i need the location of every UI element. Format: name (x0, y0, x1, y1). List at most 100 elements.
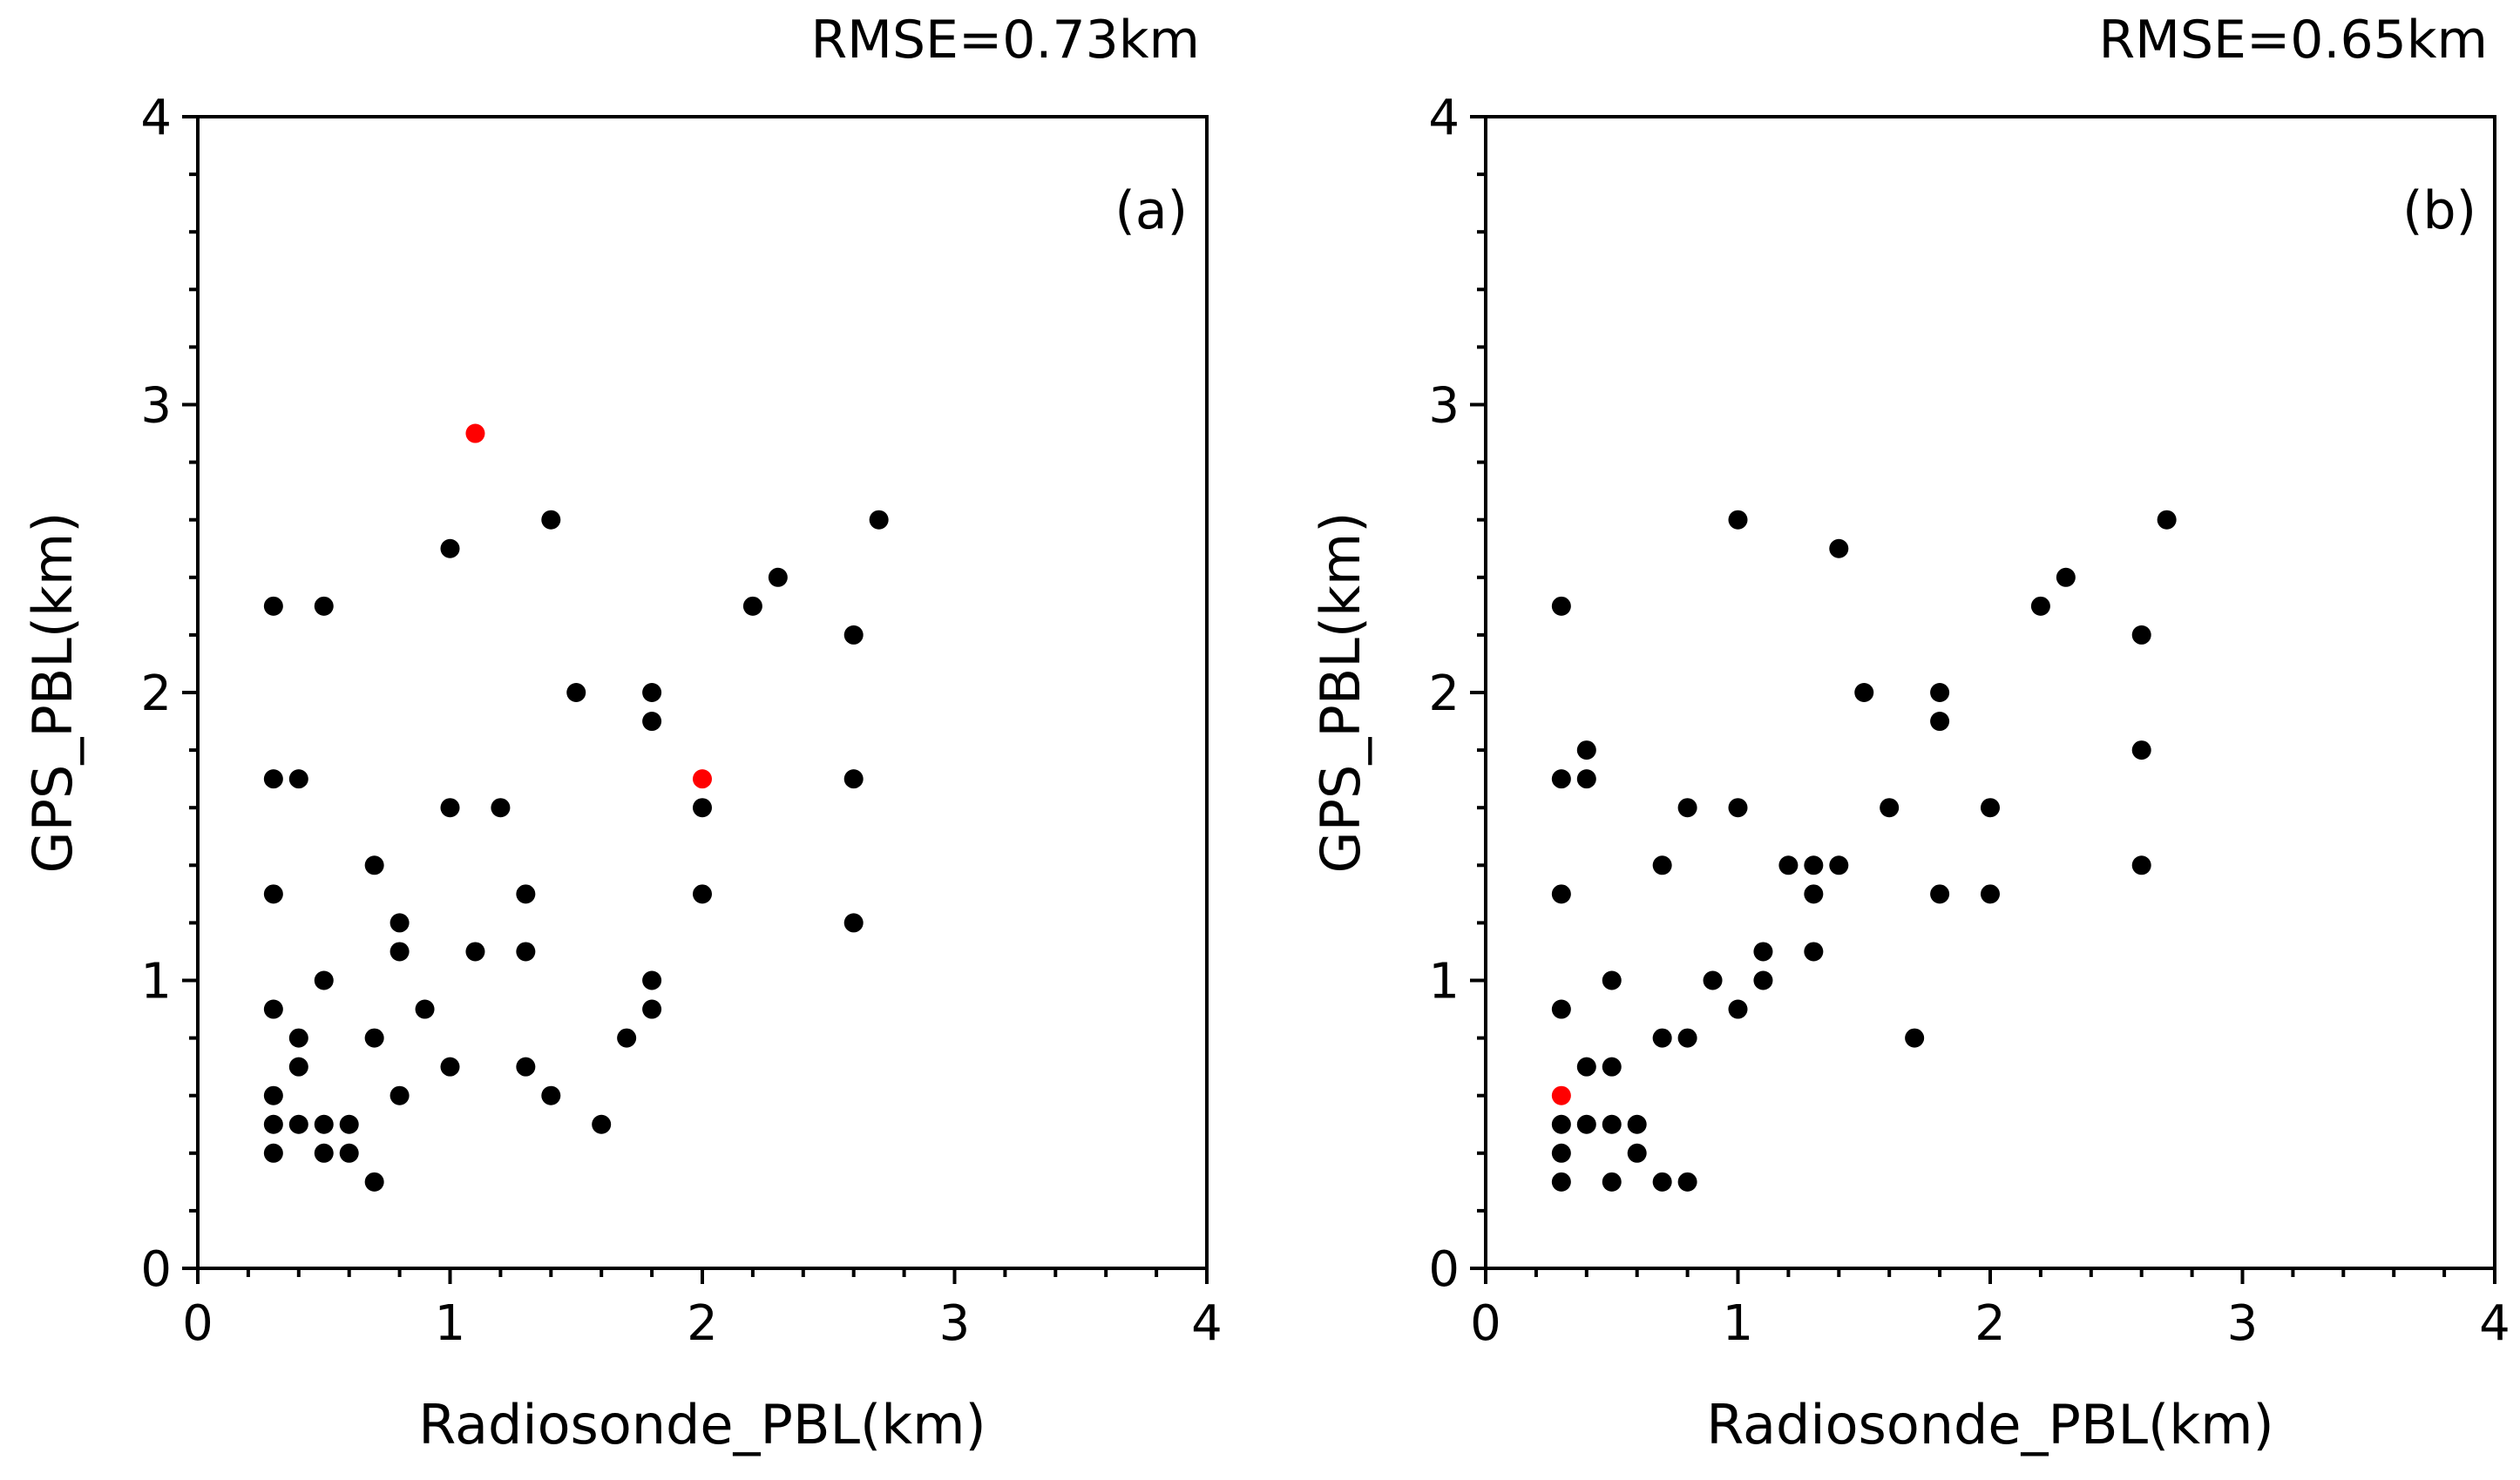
plot-frame (196, 115, 1209, 1270)
data-point (1652, 1028, 1672, 1048)
data-point (440, 1057, 460, 1077)
data-point (693, 798, 712, 818)
data-point (364, 1172, 384, 1192)
x-tick-label: 3 (2227, 1295, 2259, 1352)
data-point (2056, 567, 2076, 587)
data-point (2157, 510, 2177, 530)
data-point (1728, 798, 1748, 818)
data-point (1728, 510, 1748, 530)
data-point (1753, 942, 1773, 962)
data-point (390, 913, 410, 933)
data-point (415, 999, 435, 1019)
data-point (1602, 970, 1622, 990)
data-point (314, 1143, 334, 1163)
data-point (314, 1114, 334, 1134)
highlight-point (465, 423, 485, 443)
y-tick-labels: 0 1 2 3 4 (140, 90, 172, 1298)
data-point (1930, 884, 1950, 904)
y-tick-label: 3 (1428, 378, 1460, 435)
data-point (642, 712, 662, 732)
data-point (1880, 798, 1900, 818)
highlight-point (693, 769, 712, 789)
data-point (1905, 1028, 1925, 1048)
data-point (516, 942, 536, 962)
y-tick-label: 1 (1428, 954, 1460, 1010)
data-point (1981, 798, 2000, 818)
panel-b: RMSE=0.65km (b) Radiosonde_PBL(km) GPS_P… (1309, 10, 2510, 1456)
data-point (843, 913, 864, 933)
x-axis-label: Radiosonde_PBL(km) (1706, 1393, 2273, 1456)
data-point (1930, 683, 1950, 702)
data-point (1829, 538, 1849, 558)
data-point (1703, 970, 1723, 990)
y-tick-label: 3 (140, 378, 172, 435)
data-point (465, 942, 485, 962)
data-point (592, 1114, 612, 1134)
data-point (263, 999, 283, 1019)
x-tick-label: 1 (1723, 1295, 1754, 1352)
data-point (1602, 1114, 1622, 1134)
data-point (440, 538, 460, 558)
data-point (642, 683, 662, 702)
x-tick-labels: 0 1 2 3 4 (1470, 1295, 2510, 1352)
y-axis-label: GPS_PBL(km) (21, 512, 85, 874)
data-point (1728, 999, 1748, 1019)
data-point (1576, 1114, 1596, 1134)
data-point (314, 970, 334, 990)
data-point (263, 884, 283, 904)
data-point (693, 884, 712, 904)
data-point (566, 683, 586, 702)
x-axis-label: Radiosonde_PBL(km) (418, 1393, 986, 1456)
data-point (1551, 884, 1571, 904)
data-point (742, 596, 762, 616)
data-point (1981, 884, 2000, 904)
x-tick-label: 4 (1191, 1295, 1223, 1352)
data-point (1576, 1057, 1596, 1077)
highlight-point (1551, 1085, 1571, 1105)
data-point (1551, 1114, 1571, 1134)
x-tick-label: 0 (182, 1295, 213, 1352)
data-point (1677, 1028, 1697, 1048)
data-point (1854, 683, 1874, 702)
data-point (1778, 855, 1799, 875)
data-point (314, 596, 334, 616)
y-tick-label: 0 (140, 1241, 172, 1298)
x-tick-label: 4 (2479, 1295, 2510, 1352)
data-point (2131, 625, 2151, 645)
x-tick-label: 0 (1470, 1295, 1501, 1352)
data-point (516, 884, 536, 904)
data-point (263, 1114, 283, 1134)
x-tick-label: 1 (435, 1295, 466, 1352)
data-point (2131, 855, 2151, 875)
data-point (1551, 769, 1571, 789)
data-point (2030, 596, 2050, 616)
y-tick-label: 2 (140, 666, 172, 722)
data-point (617, 1028, 637, 1048)
data-point (263, 1085, 283, 1105)
data-point (1804, 942, 1824, 962)
data-point (1627, 1114, 1647, 1134)
x-tick-label: 2 (1975, 1295, 2006, 1352)
y-tick-label: 0 (1428, 1241, 1460, 1298)
data-point (1829, 855, 1849, 875)
data-point (1930, 712, 1950, 732)
data-point (1804, 884, 1824, 904)
data-point (1627, 1143, 1647, 1163)
data-point (1677, 1172, 1697, 1192)
y-tick-labels: 0 1 2 3 4 (1428, 90, 1460, 1298)
data-point (516, 1057, 536, 1077)
data-point (1576, 740, 1596, 760)
data-point (869, 510, 889, 530)
data-point (1652, 855, 1672, 875)
y-tick-label: 4 (1428, 90, 1460, 146)
panel-label: (a) (1114, 180, 1188, 241)
data-point (1804, 855, 1824, 875)
data-point (541, 510, 561, 530)
data-point (541, 1085, 561, 1105)
data-point (2131, 740, 2151, 760)
scatter-points (1551, 510, 2177, 1192)
data-point (1551, 1143, 1571, 1163)
data-point (843, 769, 864, 789)
scatter-points (263, 423, 889, 1192)
